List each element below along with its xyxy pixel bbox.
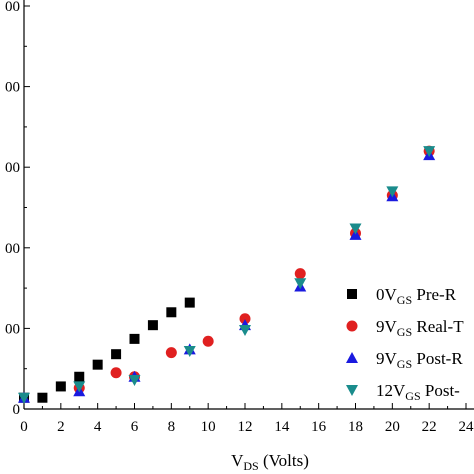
legend-label: 9VGS Real-T xyxy=(376,317,464,339)
x-tick-label: 12 xyxy=(238,419,253,435)
data-point xyxy=(294,278,307,290)
x-tick-label: 0 xyxy=(20,419,28,435)
data-point xyxy=(294,268,306,280)
x-tick-label: 10 xyxy=(201,419,216,435)
data-point xyxy=(147,320,158,331)
data-point xyxy=(386,186,399,198)
legend-marker xyxy=(346,385,358,396)
data-point xyxy=(239,325,251,337)
y-tick-label: 00 xyxy=(5,160,20,176)
x-tick-label: 6 xyxy=(131,419,139,435)
data-point xyxy=(37,392,48,403)
y-tick-label: 00 xyxy=(5,241,20,257)
x-tick-label: 20 xyxy=(385,419,400,435)
data-point xyxy=(183,345,196,357)
x-tick-label: 2 xyxy=(57,419,65,435)
legend-marker xyxy=(346,352,358,363)
data-point xyxy=(166,307,177,318)
series-3 xyxy=(18,146,436,404)
y-tick-label: 00 xyxy=(5,80,20,96)
x-tick-label: 4 xyxy=(94,419,102,435)
series-2 xyxy=(18,149,436,403)
legend-label: 0VGS Pre-R xyxy=(376,285,457,307)
legend-label: 9VGS Post-R xyxy=(376,349,463,371)
y-tick-label: 00 xyxy=(5,0,20,15)
data-point xyxy=(55,381,66,392)
data-point xyxy=(74,371,85,382)
data-point xyxy=(110,367,122,379)
y-tick-label: 00 xyxy=(5,321,20,337)
x-tick-label: 14 xyxy=(274,419,290,435)
data-point xyxy=(111,349,122,360)
y-tick-label: 0 xyxy=(13,402,21,418)
data-points xyxy=(18,145,436,404)
data-point xyxy=(128,374,141,386)
data-point xyxy=(73,381,86,393)
x-tick-label: 24 xyxy=(459,419,474,435)
data-point xyxy=(239,313,251,325)
data-point xyxy=(18,392,30,404)
legend-marker xyxy=(346,320,358,332)
x-tick-label: 22 xyxy=(422,419,437,435)
axes xyxy=(23,0,474,410)
data-point xyxy=(165,347,177,359)
data-point xyxy=(184,297,195,308)
x-axis-title: VDS (Volts) xyxy=(231,451,309,473)
x-tick-label: 8 xyxy=(168,419,176,435)
data-point xyxy=(349,223,362,235)
data-point xyxy=(202,335,214,347)
legend-label: 12VGS Post- xyxy=(376,381,460,403)
data-point xyxy=(129,333,140,344)
legend: 0VGS Pre-R 9VGS Real-T 9VGS Post-R 12VGS Po… xyxy=(346,285,464,403)
legend-marker xyxy=(347,289,357,299)
data-point xyxy=(423,146,436,158)
data-point xyxy=(92,359,103,370)
x-tick-label: 18 xyxy=(348,419,363,435)
x-tick-label: 16 xyxy=(311,419,327,435)
